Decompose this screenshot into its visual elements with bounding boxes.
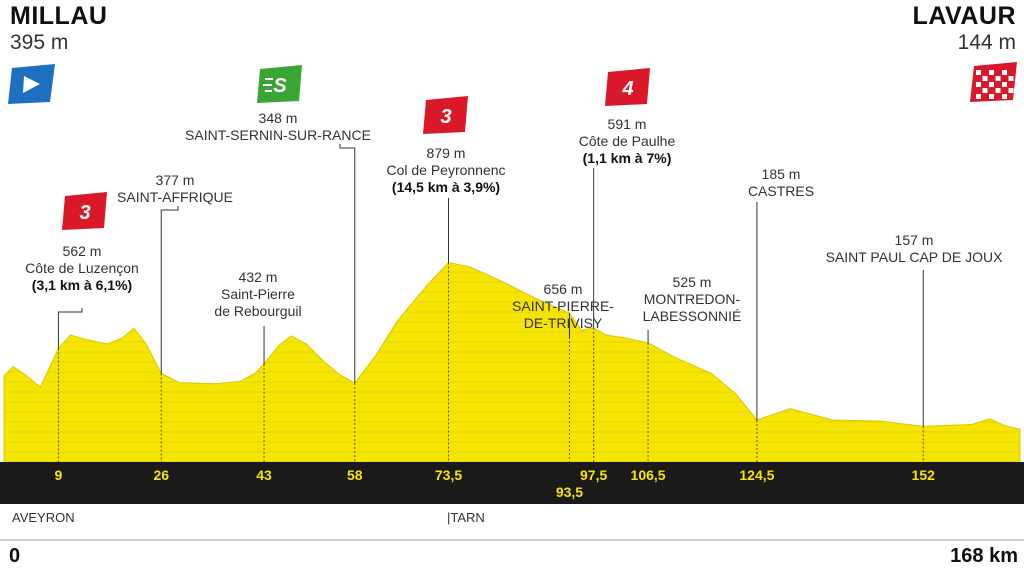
km-tick-label: 97,5 xyxy=(580,467,607,483)
finish-flag-icon xyxy=(970,62,1017,102)
cat-4-climb-icon: 4 xyxy=(605,68,650,106)
start-altitude: 395 m xyxy=(10,31,69,54)
point-name: MONTREDON- xyxy=(643,291,741,307)
badge-text: 3 xyxy=(440,106,451,128)
distance-end: 168 km xyxy=(950,545,1018,567)
point-label: 656 m SAINT-PIERRE- DE-TRIVISY xyxy=(512,281,614,332)
point-name-line2: DE-TRIVISY xyxy=(523,315,603,331)
point-label: 562 m Côte de Luzençon (3,1 km à 6,1%) xyxy=(25,243,139,294)
km-tick-label: 152 xyxy=(912,467,936,483)
climb-detail: (1,1 km à 7%) xyxy=(582,150,672,166)
point-altitude: 348 m xyxy=(258,110,298,126)
cat-3-climb-icon: 3 xyxy=(62,192,107,230)
km-tick-label: 9 xyxy=(55,467,63,483)
point-name: SAINT PAUL CAP DE JOUX xyxy=(825,249,1003,265)
point-altitude: 525 m xyxy=(672,274,712,290)
km-tick-label: 93,5 xyxy=(556,484,583,500)
km-tick-label: 124,5 xyxy=(739,467,774,483)
point-name: SAINT-PIERRE- xyxy=(512,298,614,314)
region-aveyron: AVEYRON xyxy=(12,510,75,525)
climb-detail: (14,5 km à 3,9%) xyxy=(391,179,501,195)
distance-start: 0 xyxy=(9,545,21,567)
start-flag-icon xyxy=(8,64,55,104)
point-altitude: 562 m xyxy=(62,243,102,259)
point-label: 348 m SAINT-SERNIN-SUR-RANCE xyxy=(185,110,371,144)
point-name-line2: LABESSONNIÉ xyxy=(642,308,742,324)
finish-altitude: 144 m xyxy=(957,31,1016,54)
leader-line xyxy=(160,206,179,374)
point-name-line2: de Rebourguil xyxy=(214,303,302,319)
point-altitude: 591 m xyxy=(607,116,647,132)
point-altitude: 185 m xyxy=(761,166,801,182)
point-altitude: 377 m xyxy=(155,172,195,188)
point-name: Saint-Pierre xyxy=(221,286,295,302)
point-label: 591 m Côte de Paulhe (1,1 km à 7%) xyxy=(579,116,676,167)
point-altitude: 157 m xyxy=(894,232,934,248)
finish-city: LAVAUR xyxy=(912,2,1016,30)
point-name: Col de Peyronnenc xyxy=(386,162,506,178)
km-tick-label: 58 xyxy=(347,467,363,483)
point-label: 377 m SAINT-AFFRIQUE xyxy=(117,172,233,206)
point-name: Côte de Luzençon xyxy=(25,260,139,276)
km-tick-label: 26 xyxy=(153,467,169,483)
point-label: 432 m Saint-Pierre de Rebourguil xyxy=(214,269,301,320)
region-tarn: |TARN xyxy=(447,510,485,525)
km-tick-label: 43 xyxy=(256,467,272,483)
climb-detail: (3,1 km à 6,1%) xyxy=(31,277,133,293)
point-altitude: 879 m xyxy=(426,145,466,161)
point-label: 525 m MONTREDON- LABESSONNIÉ xyxy=(643,274,742,325)
badge-text: 4 xyxy=(621,78,633,100)
point-altitude: 656 m xyxy=(543,281,583,297)
point-altitude: 432 m xyxy=(238,269,278,285)
point-label: 879 m Col de Peyronnenc (14,5 km à 3,9%) xyxy=(386,145,505,196)
sprint-icon: S xyxy=(257,65,302,103)
point-label: 157 m SAINT PAUL CAP DE JOUX xyxy=(826,232,1003,266)
cat-3-climb-icon: 3 xyxy=(423,96,468,134)
leader-line xyxy=(57,308,83,349)
point-name: CASTRES xyxy=(747,183,815,199)
point-name: SAINT-AFFRIQUE xyxy=(117,189,233,205)
km-tick-label: 73,5 xyxy=(435,467,462,483)
km-tick-label: 106,5 xyxy=(631,467,666,483)
badge-text: S xyxy=(273,75,287,97)
start-city: MILLAU xyxy=(10,2,108,30)
point-name: SAINT-SERNIN-SUR-RANCE xyxy=(185,127,371,143)
point-name: Côte de Paulhe xyxy=(578,133,676,149)
point-label: 185 m CASTRES xyxy=(748,166,814,200)
distance-bar xyxy=(0,462,1024,504)
leader-line xyxy=(339,144,356,384)
badge-text: 3 xyxy=(79,202,90,224)
